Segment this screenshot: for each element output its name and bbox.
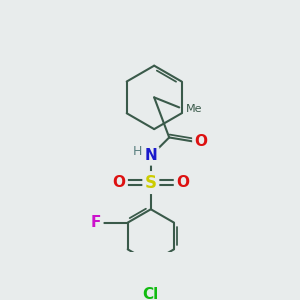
Text: Me: Me (186, 104, 202, 114)
Text: O: O (194, 134, 207, 149)
Text: H: H (133, 145, 142, 158)
Text: F: F (91, 215, 101, 230)
Text: O: O (176, 175, 189, 190)
Text: Cl: Cl (143, 287, 159, 300)
Text: O: O (112, 175, 126, 190)
Text: N: N (145, 148, 157, 163)
Text: S: S (145, 173, 157, 191)
